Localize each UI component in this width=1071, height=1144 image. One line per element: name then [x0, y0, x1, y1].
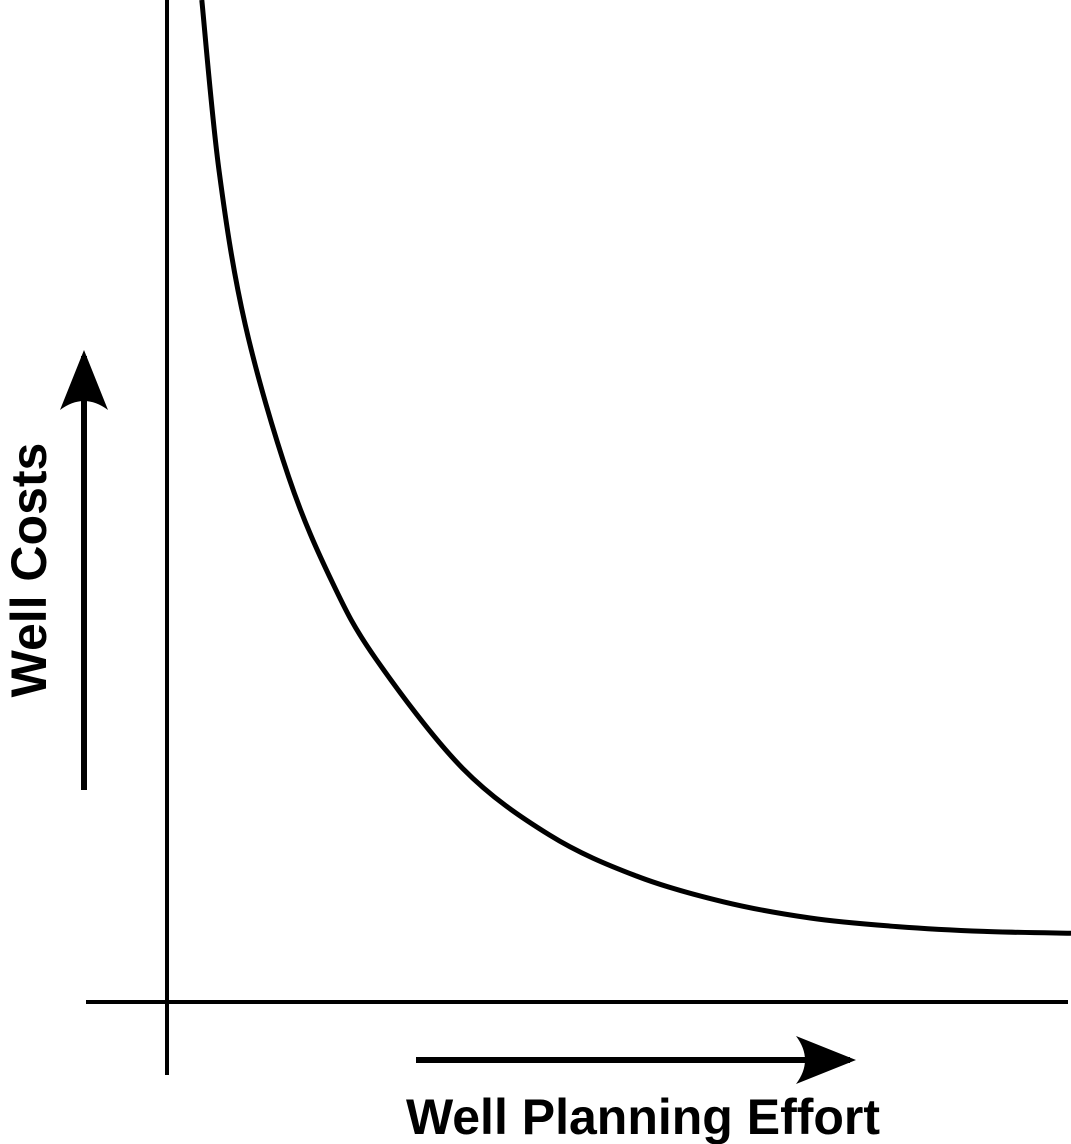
- x-axis-label: Well Planning Effort: [406, 1089, 880, 1144]
- cost-curve: [199, 0, 1071, 936]
- y-axis-label: Well Costs: [1, 443, 57, 698]
